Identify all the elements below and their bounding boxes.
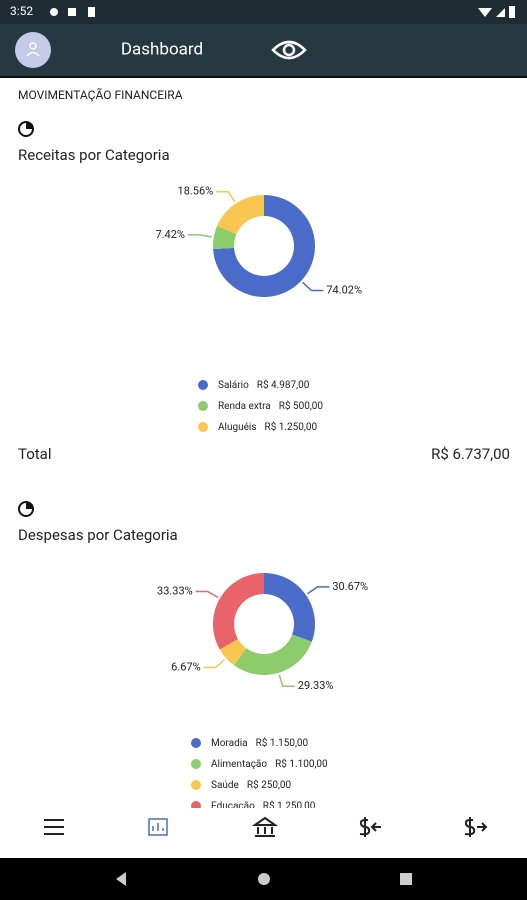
legend-swatch [198, 380, 208, 390]
chart-title: Receitas por Categoria [18, 146, 170, 164]
bottom-nav [0, 808, 527, 858]
legend-name: Alimentação [211, 758, 267, 770]
section-title: MOVIMENTAÇÃO FINANCEIRA [18, 86, 183, 102]
nav-income[interactable] [464, 817, 488, 837]
total-label: Total [18, 445, 52, 463]
avatar-icon [26, 42, 40, 57]
pie-icon-slice [26, 502, 33, 509]
legend-amount: R$ 1.250,00 [265, 420, 318, 433]
slice-label: 18.56% [178, 185, 214, 198]
legend-name: Renda extra [218, 401, 271, 412]
legend-entry: Moradia R$ 1.150,00 [211, 736, 309, 749]
legend-swatch [191, 780, 201, 790]
app-title: Dashboard [121, 39, 203, 59]
status-icons [50, 6, 515, 18]
label-leader [216, 190, 236, 203]
recents-button[interactable] [400, 873, 412, 885]
slice-label: 7.42% [155, 228, 185, 241]
visibility-toggle[interactable] [271, 40, 307, 60]
pie-slice [213, 195, 316, 297]
pie-slice [217, 195, 264, 235]
legend-amount: R$ 500,00 [279, 399, 324, 412]
avatar[interactable] [15, 32, 51, 68]
label-leader [307, 586, 330, 595]
status-bar [0, 0, 527, 24]
content: MOVIMENTAÇÃO FINANCEIRA Receitas por Cat… [0, 77, 527, 812]
legend-swatch [191, 759, 201, 769]
legend-name: Salário [218, 380, 249, 391]
slice-label: 74.02% [326, 283, 362, 296]
legend-amount: R$ 4.987,00 [257, 378, 310, 391]
slice-label: 29.33% [298, 679, 334, 692]
legend-name: Aluguéis [218, 422, 257, 433]
home-button[interactable] [258, 873, 270, 885]
slice-label: 30.67% [332, 580, 368, 593]
chart-title: Despesas por Categoria [18, 526, 178, 544]
legend-amount: R$ 1.150,00 [256, 736, 309, 749]
pie-slice [213, 225, 237, 250]
legend-entry: Alimentação R$ 1.100,00 [211, 757, 328, 770]
legend-amount: R$ 250,00 [247, 778, 292, 791]
legend-entry: Salário R$ 4.987,00 [218, 378, 310, 391]
pie-slice [264, 573, 315, 642]
content-bg [0, 77, 527, 808]
legend-name: Moradia [211, 738, 248, 749]
label-leader [195, 590, 219, 599]
legend-entry: Saúde R$ 250,00 [211, 778, 292, 791]
back-button[interactable] [116, 872, 126, 886]
legend-name: Saúde [211, 780, 239, 791]
slice-label: 33.33% [157, 584, 193, 597]
nav-dashboard[interactable] [148, 818, 168, 836]
legend-swatch [198, 401, 208, 411]
legend-amount: R$ 1.100,00 [275, 757, 328, 770]
status-time: 3:52 [10, 4, 33, 18]
legend-entry: Renda extra R$ 500,00 [218, 399, 323, 412]
app-bar [0, 24, 527, 77]
label-leader [302, 281, 324, 292]
label-leader [203, 658, 226, 669]
nav-expenses[interactable] [359, 817, 381, 837]
total-value: R$ 6.737,00 [431, 445, 510, 463]
legend-swatch [191, 738, 201, 748]
legend-entry: Aluguéis R$ 1.250,00 [218, 420, 317, 433]
pie-slice [213, 573, 264, 650]
pie-slice [219, 638, 247, 666]
pie-slice [234, 634, 312, 675]
nav-menu[interactable] [44, 819, 64, 835]
label-leader [278, 674, 295, 687]
label-leader [187, 234, 212, 238]
slice-label: 6.67% [171, 660, 201, 673]
nav-bank[interactable] [251, 816, 279, 837]
pie-icon-slice [26, 122, 33, 129]
legend-swatch [198, 422, 208, 432]
